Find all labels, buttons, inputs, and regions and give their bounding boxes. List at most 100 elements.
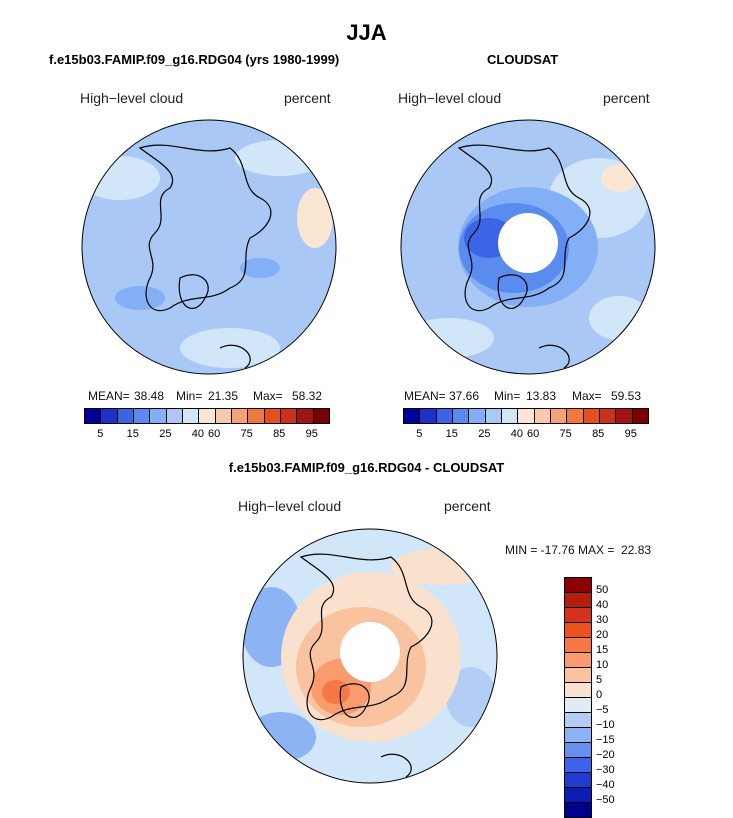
obs-max-value: 59.53 [611,389,642,403]
colorbar-swatch [567,409,584,423]
colorbar-swatch [565,803,591,817]
colorbar-tick-label: 15 [596,644,609,656]
colorbar-tick-label: 15 [126,428,139,440]
colorbar-swatch [264,409,281,423]
colorbar-tick-label: 10 [596,659,609,671]
model-subtitle: f.e15b03.FAMIP.f09_g16.RDG04 (yrs 1980-1… [49,52,340,67]
colorbar-swatch [166,409,183,423]
colorbar-tick-label: 40 [191,428,204,440]
colorbar-swatch [404,409,421,423]
model-min-value: 21.35 [208,389,239,403]
colorbar-tick-label: 85 [592,428,605,440]
diff-subtitle: f.e15b03.FAMIP.f09_g16.RDG04 - CLOUDSAT [228,460,505,475]
model-max-value: 58.32 [292,389,323,403]
diff-polar-map [242,528,498,784]
colorbar-swatch [565,623,591,638]
colorbar-swatch [565,608,591,623]
colorbar-tick-label: 25 [478,428,491,440]
colorbar-swatch [85,409,102,423]
colorbar-tick-label: 85 [273,428,286,440]
diff-colorbar [564,577,592,818]
colorbar-swatch [248,409,265,423]
colorbar-swatch [199,409,216,423]
obs-subtitle: CLOUDSAT [487,52,559,67]
colorbar-swatch [231,409,249,423]
model-mean-label: MEAN= [88,389,130,403]
obs-polar-map [400,119,656,375]
colorbar-swatch [565,653,591,668]
colorbar-swatch [565,773,591,788]
obs-coastlines [457,144,591,369]
colorbar-swatch [469,409,486,423]
model-polar-map [81,119,337,375]
colorbar-tick-label: 5 [416,428,423,440]
colorbar-tick-label: −40 [596,779,615,791]
colorbar-tick-label: −10 [596,719,615,731]
colorbar-swatch [632,409,648,423]
colorbar-tick-label: 60 [527,428,540,440]
colorbar-swatch [565,713,591,728]
colorbar-swatch [616,409,633,423]
colorbar-tick-label: 40 [596,599,609,611]
model-coastlines [138,144,272,369]
obs-mean-value: 37.66 [449,389,480,403]
colorbar-swatch [215,409,232,423]
obs-max-label: Max= [572,389,602,403]
obs-units-label: percent [603,90,650,106]
page-title: JJA [346,20,387,45]
colorbar-swatch [599,409,617,423]
model-max-label: Max= [253,389,283,403]
colorbar-swatch [565,728,591,743]
colorbar-swatch [565,668,591,683]
diff-colorbar-ticks: 50 40 30 20 15 10 5 0 −5 −10 −15 −20 −30 −40 −50 [596,577,636,817]
obs-variable-label: High−level cloud [398,90,502,106]
diff-units-label: percent [444,498,491,514]
obs-min-value: 13.83 [526,389,557,403]
colorbar-swatch [534,409,551,423]
diff-variable-label: High−level cloud [238,498,342,514]
diff-minmax-stats: MIN = -17.76 MAX = 22.83 [505,543,652,557]
obs-min-label: Min= [494,389,521,403]
colorbar-tick-label: 5 [97,428,104,440]
obs-colorbar-ticks: 5 15 25 40 60 75 85 95 [403,428,647,442]
diff-coastlines [299,553,433,778]
obs-mean-label: MEAN= [404,389,446,403]
model-units-label: percent [284,90,331,106]
colorbar-swatch [182,409,200,423]
colorbar-swatch [436,409,453,423]
colorbar-tick-label: 5 [596,674,603,686]
colorbar-swatch [501,409,519,423]
colorbar-swatch [565,683,591,698]
colorbar-tick-label: 15 [445,428,458,440]
colorbar-swatch [518,409,535,423]
colorbar-swatch [583,409,600,423]
model-variable-label: High−level cloud [80,90,184,106]
colorbar-tick-label: 95 [305,428,318,440]
colorbar-tick-label: 75 [240,428,253,440]
colorbar-tick-label: 0 [596,689,603,701]
colorbar-swatch [150,409,167,423]
colorbar-tick-label: −5 [596,704,609,716]
colorbar-tick-label: 20 [596,629,609,641]
colorbar-swatch [565,638,591,653]
colorbar-swatch [117,409,134,423]
colorbar-swatch [565,698,591,713]
model-colorbar-ticks: 5 15 25 40 60 75 85 95 [84,428,328,442]
colorbar-tick-label: 75 [559,428,572,440]
colorbar-tick-label: −20 [596,749,615,761]
model-min-label: Min= [176,389,203,403]
colorbar-tick-label: −30 [596,764,615,776]
colorbar-tick-label: 95 [624,428,637,440]
colorbar-tick-label: −15 [596,734,615,746]
model-colorbar [84,408,330,424]
colorbar-tick-label: 50 [596,584,609,596]
colorbar-swatch [550,409,568,423]
colorbar-swatch [565,758,591,773]
colorbar-tick-label: 30 [596,614,609,626]
colorbar-swatch [565,578,591,593]
colorbar-swatch [280,409,298,423]
colorbar-swatch [485,409,502,423]
colorbar-swatch [133,409,151,423]
colorbar-swatch [452,409,470,423]
colorbar-tick-label: 60 [208,428,221,440]
